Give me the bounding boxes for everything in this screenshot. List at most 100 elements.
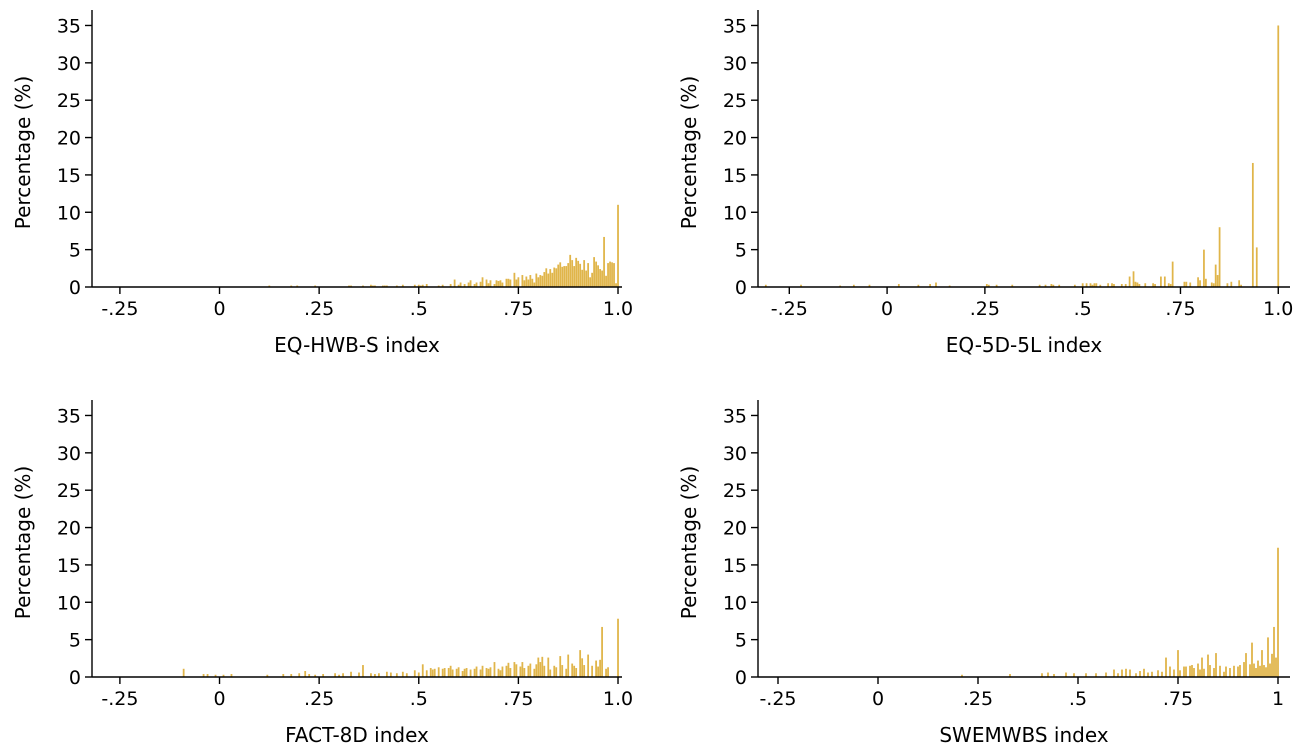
histogram-bar (230, 674, 233, 677)
histogram-bar (948, 285, 951, 287)
histogram-bar (1160, 276, 1162, 287)
y-tick-label: 0 (69, 667, 81, 689)
y-tick-label: 25 (723, 480, 747, 502)
histogram-bar (543, 665, 546, 677)
histogram-bar (521, 275, 524, 287)
histogram-bar (617, 618, 619, 677)
histogram-bar (1209, 665, 1211, 677)
histogram-bar (525, 276, 528, 287)
histogram-bar (1058, 284, 1061, 287)
histogram-bar (501, 282, 504, 287)
histogram-bar (417, 284, 420, 287)
histogram-bar (1199, 669, 1201, 677)
x-tick-label: .25 (963, 688, 993, 710)
histogram-bar (557, 264, 560, 287)
y-tick-label: 20 (723, 128, 747, 150)
histogram-bar (1267, 637, 1269, 677)
chart-panel-4: 0 5 10 15 20 25 30 35 -.25 0 .25 .5 .75 1 SWEMWBS inde… (677, 400, 1290, 747)
histogram-bar (459, 282, 462, 287)
histogram-bar (539, 275, 542, 287)
histogram-bar (1269, 663, 1271, 677)
histogram-bar (541, 275, 544, 287)
histogram-bar (929, 284, 931, 287)
histogram-bar (475, 666, 478, 677)
histogram-bar (593, 257, 595, 287)
histogram-bar (322, 674, 325, 677)
histogram-bar (382, 285, 384, 287)
x-tick-label: .75 (1163, 688, 1193, 710)
histogram-bar (513, 662, 516, 677)
y-tick-label: 30 (723, 53, 747, 75)
histogram-bar (515, 664, 518, 677)
histogram-bar (1124, 284, 1127, 287)
histogram-bar (1073, 673, 1075, 677)
histogram-bar (553, 267, 556, 287)
histogram-bar (421, 284, 424, 287)
histogram-bar (1085, 673, 1087, 677)
histogram-bar (587, 654, 590, 677)
histogram-bar (605, 275, 607, 287)
histogram-bar (467, 282, 470, 287)
histogram-bar (455, 668, 458, 677)
histogram-bar (585, 270, 588, 287)
histogram-bar (995, 284, 998, 287)
histogram-bar (1050, 284, 1053, 287)
histogram-bar (591, 272, 594, 287)
histogram-bar (1132, 271, 1135, 287)
histogram-bar (601, 270, 603, 287)
histogram-bar (1210, 282, 1213, 287)
histogram-bar (527, 665, 530, 677)
histogram-bar (395, 285, 398, 287)
histogram-bar (1151, 671, 1153, 677)
histogram-bar (1009, 674, 1011, 677)
histogram-bar (987, 284, 990, 287)
histogram-bar (1099, 284, 1102, 287)
histogram-bar (764, 284, 767, 287)
histogram-bar (441, 284, 444, 287)
histogram-bar (559, 262, 562, 287)
histogram-bar (1152, 283, 1154, 287)
histogram-bar (214, 674, 217, 677)
histogram-bar (385, 671, 388, 677)
histogram-bar (519, 666, 522, 677)
x-tick-label: 1.0 (1263, 298, 1293, 320)
histogram-bar (567, 263, 570, 287)
histogram-bar (1203, 249, 1205, 287)
x-tick-label: -.25 (101, 298, 138, 320)
histogram-bar (1183, 666, 1185, 677)
histogram-bar (543, 272, 546, 287)
histogram-bar (1218, 227, 1221, 287)
histogram-bar (1225, 666, 1227, 677)
histogram-bar (1053, 674, 1055, 677)
histogram-bar (1085, 283, 1088, 287)
y-tick-label: 15 (723, 165, 747, 187)
y-axis-title: Percentage (%) (11, 466, 35, 619)
histogram-bar (1038, 284, 1041, 287)
histogram-bar (1199, 280, 1201, 287)
histogram-bar (577, 260, 580, 287)
y-tick-label: 15 (57, 165, 81, 187)
histogram-bar (553, 665, 556, 677)
histogram-bar (1154, 284, 1156, 287)
histogram-bar (1105, 672, 1107, 677)
histogram-bar (1239, 665, 1241, 677)
histogram-bar (501, 666, 504, 677)
histogram-bar (461, 671, 464, 677)
histogram-bar (852, 284, 855, 287)
histogram-bar (1277, 547, 1279, 677)
x-tick-label: .5 (1074, 298, 1092, 320)
histogram-bar (1107, 283, 1109, 287)
histogram-bar (539, 662, 542, 677)
histogram-bar (449, 284, 452, 287)
histogram-bar (533, 668, 536, 677)
histogram-bar (487, 668, 490, 677)
histogram-bar (551, 272, 554, 287)
histogram-bar (374, 674, 376, 677)
histogram-bar (1189, 282, 1192, 287)
histogram-bar (338, 674, 340, 677)
histogram-bar (1117, 673, 1119, 677)
histogram-bar (575, 668, 578, 677)
histogram-bar (581, 269, 584, 287)
histogram-bar (595, 660, 597, 677)
histogram-bar (1185, 666, 1187, 677)
